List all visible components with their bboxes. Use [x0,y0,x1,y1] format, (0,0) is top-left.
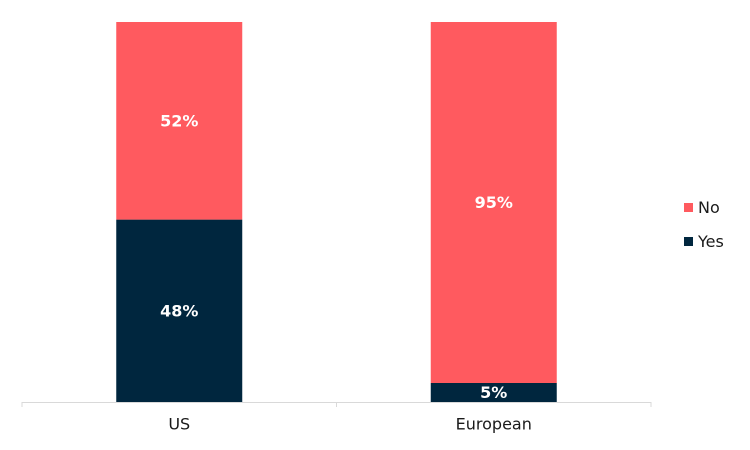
bar-european-yes [430,383,557,402]
legend: No Yes [684,198,724,251]
x-tick-label-us: US [168,415,190,434]
bar-european-no [430,22,557,383]
data-label-european-yes: 5% [480,383,507,402]
bars-layer: 48% 52% 5% 95% [116,22,557,402]
data-label-us-yes: 48% [160,301,198,320]
data-label-european-no: 95% [475,193,513,212]
x-axis: US European [21,402,652,434]
legend-label-yes: Yes [697,232,724,251]
bar-us-yes [116,219,243,402]
data-label-us-no: 52% [160,111,198,130]
legend-swatch-no [684,203,693,212]
legend-swatch-yes [684,237,693,246]
bar-us-no [116,22,243,220]
legend-label-no: No [698,198,720,217]
x-tick-label-european: European [456,415,532,434]
